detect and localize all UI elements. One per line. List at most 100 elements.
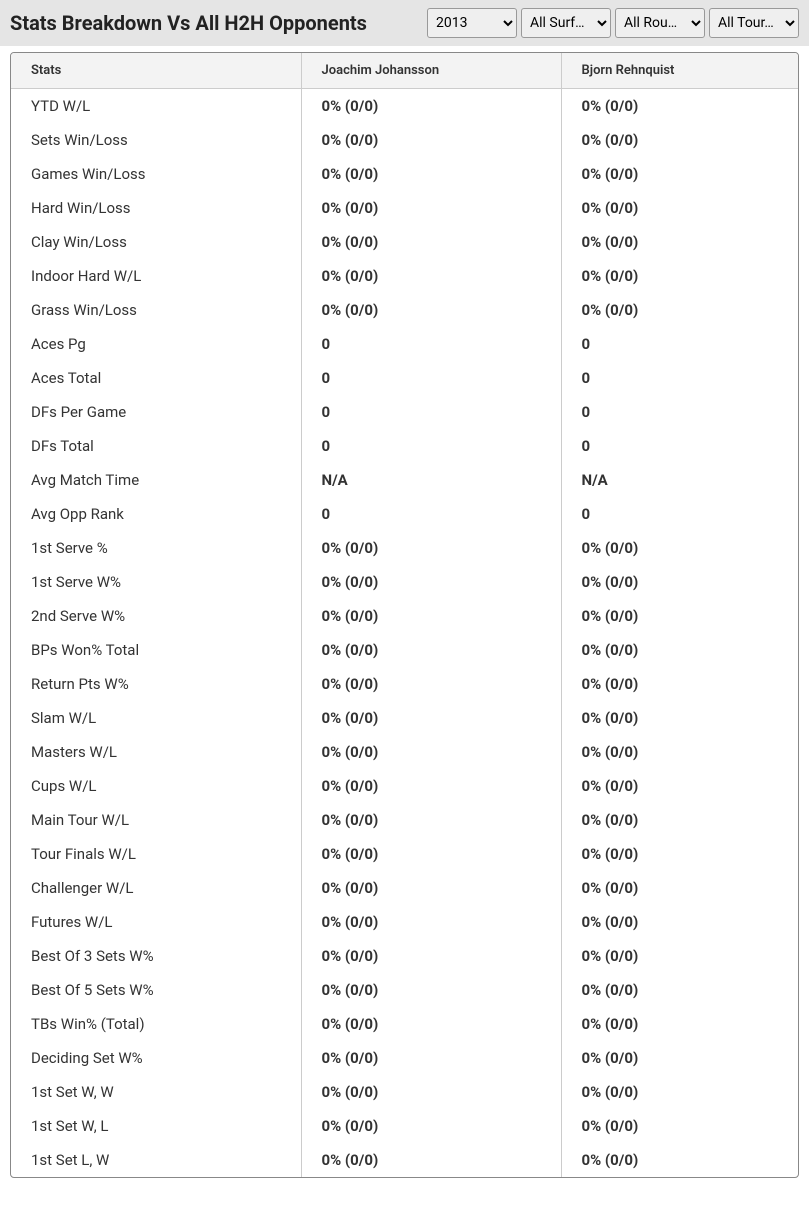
stats-table-container: Stats Joachim Johansson Bjorn Rehnquist … — [10, 52, 799, 1178]
stat-value: 0% (0/0) — [301, 905, 561, 939]
table-row: Tour Finals W/L0% (0/0)0% (0/0) — [11, 837, 798, 871]
table-row: Aces Total00 — [11, 361, 798, 395]
stat-value: 0% (0/0) — [561, 157, 798, 191]
stat-value: 0% (0/0) — [561, 701, 798, 735]
table-row: 1st Set L, W0% (0/0)0% (0/0) — [11, 1143, 798, 1177]
stat-value: 0 — [561, 497, 798, 531]
stat-value: 0% (0/0) — [561, 531, 798, 565]
stat-value: 0% (0/0) — [561, 599, 798, 633]
stat-value: 0 — [301, 327, 561, 361]
stat-label: 1st Serve % — [11, 531, 301, 565]
stat-value: 0% (0/0) — [301, 259, 561, 293]
stat-value: 0% (0/0) — [301, 837, 561, 871]
stat-label: Deciding Set W% — [11, 1041, 301, 1075]
stat-value: 0% (0/0) — [561, 735, 798, 769]
page-title: Stats Breakdown Vs All H2H Opponents — [10, 11, 367, 35]
stat-value: 0% (0/0) — [301, 871, 561, 905]
stat-value: 0% (0/0) — [301, 1007, 561, 1041]
stat-value: 0% (0/0) — [301, 531, 561, 565]
stat-value: 0% (0/0) — [301, 1143, 561, 1177]
stat-value: 0% (0/0) — [301, 123, 561, 157]
stat-value: 0% (0/0) — [561, 293, 798, 327]
stat-label: Clay Win/Loss — [11, 225, 301, 259]
surface-select[interactable]: All Surf… — [521, 8, 611, 38]
stat-label: Masters W/L — [11, 735, 301, 769]
stat-value: 0% (0/0) — [561, 633, 798, 667]
stat-value: 0% (0/0) — [561, 667, 798, 701]
stat-value: 0 — [301, 395, 561, 429]
table-row: Avg Opp Rank00 — [11, 497, 798, 531]
table-row: DFs Total00 — [11, 429, 798, 463]
stat-value: 0% (0/0) — [561, 1109, 798, 1143]
stat-value: 0% (0/0) — [301, 225, 561, 259]
filter-group: 2013 All Surf… All Rou… All Tour… — [427, 8, 799, 38]
table-header-row: Stats Joachim Johansson Bjorn Rehnquist — [11, 53, 798, 89]
stat-value: 0% (0/0) — [561, 769, 798, 803]
stat-label: Hard Win/Loss — [11, 191, 301, 225]
table-row: Best Of 3 Sets W%0% (0/0)0% (0/0) — [11, 939, 798, 973]
table-row: 1st Serve %0% (0/0)0% (0/0) — [11, 531, 798, 565]
stat-value: N/A — [561, 463, 798, 497]
round-select[interactable]: All Rou… — [615, 8, 705, 38]
tournament-select[interactable]: All Tour… — [709, 8, 799, 38]
stat-value: 0% (0/0) — [561, 803, 798, 837]
table-row: Games Win/Loss0% (0/0)0% (0/0) — [11, 157, 798, 191]
stat-label: Futures W/L — [11, 905, 301, 939]
stat-value: 0% (0/0) — [301, 939, 561, 973]
stat-value: 0% (0/0) — [561, 871, 798, 905]
stat-value: 0% (0/0) — [301, 157, 561, 191]
stat-label: Avg Opp Rank — [11, 497, 301, 531]
stat-value: 0 — [561, 327, 798, 361]
table-row: TBs Win% (Total)0% (0/0)0% (0/0) — [11, 1007, 798, 1041]
stat-value: 0 — [301, 361, 561, 395]
stat-label: 1st Set W, W — [11, 1075, 301, 1109]
stat-value: 0% (0/0) — [301, 89, 561, 124]
stat-label: Aces Total — [11, 361, 301, 395]
stat-value: 0% (0/0) — [301, 1109, 561, 1143]
stat-label: Slam W/L — [11, 701, 301, 735]
stat-value: 0% (0/0) — [301, 293, 561, 327]
stat-value: 0% (0/0) — [561, 89, 798, 124]
year-select[interactable]: 2013 — [427, 8, 517, 38]
stat-value: 0% (0/0) — [301, 633, 561, 667]
stat-value: 0% (0/0) — [561, 973, 798, 1007]
stat-value: 0% (0/0) — [301, 1075, 561, 1109]
stat-value: 0 — [561, 361, 798, 395]
stat-value: 0% (0/0) — [561, 225, 798, 259]
stat-label: Grass Win/Loss — [11, 293, 301, 327]
stat-label: Cups W/L — [11, 769, 301, 803]
stat-label: TBs Win% (Total) — [11, 1007, 301, 1041]
stat-label: 1st Set W, L — [11, 1109, 301, 1143]
table-row: Aces Pg00 — [11, 327, 798, 361]
table-row: Deciding Set W%0% (0/0)0% (0/0) — [11, 1041, 798, 1075]
table-row: Best Of 5 Sets W%0% (0/0)0% (0/0) — [11, 973, 798, 1007]
stat-value: 0% (0/0) — [301, 191, 561, 225]
stat-label: Aces Pg — [11, 327, 301, 361]
stat-label: BPs Won% Total — [11, 633, 301, 667]
table-row: DFs Per Game00 — [11, 395, 798, 429]
stat-value: 0% (0/0) — [301, 599, 561, 633]
stat-label: 1st Set L, W — [11, 1143, 301, 1177]
stat-label: DFs Per Game — [11, 395, 301, 429]
stat-value: 0% (0/0) — [301, 701, 561, 735]
stat-value: 0% (0/0) — [301, 667, 561, 701]
stat-value: 0 — [301, 497, 561, 531]
col-header-player1: Joachim Johansson — [301, 53, 561, 89]
stat-label: DFs Total — [11, 429, 301, 463]
header-bar: Stats Breakdown Vs All H2H Opponents 201… — [0, 0, 809, 46]
stat-value: 0% (0/0) — [301, 803, 561, 837]
stat-label: Return Pts W% — [11, 667, 301, 701]
stat-value: 0% (0/0) — [561, 939, 798, 973]
stat-value: 0% (0/0) — [561, 259, 798, 293]
stat-label: Challenger W/L — [11, 871, 301, 905]
table-row: Main Tour W/L0% (0/0)0% (0/0) — [11, 803, 798, 837]
stat-value: 0% (0/0) — [561, 1143, 798, 1177]
stat-value: 0% (0/0) — [561, 191, 798, 225]
stats-table: Stats Joachim Johansson Bjorn Rehnquist … — [11, 53, 798, 1177]
table-row: Masters W/L0% (0/0)0% (0/0) — [11, 735, 798, 769]
table-row: Grass Win/Loss0% (0/0)0% (0/0) — [11, 293, 798, 327]
stat-label: Sets Win/Loss — [11, 123, 301, 157]
table-row: 1st Set W, W0% (0/0)0% (0/0) — [11, 1075, 798, 1109]
stat-value: 0% (0/0) — [561, 1075, 798, 1109]
stat-value: N/A — [301, 463, 561, 497]
